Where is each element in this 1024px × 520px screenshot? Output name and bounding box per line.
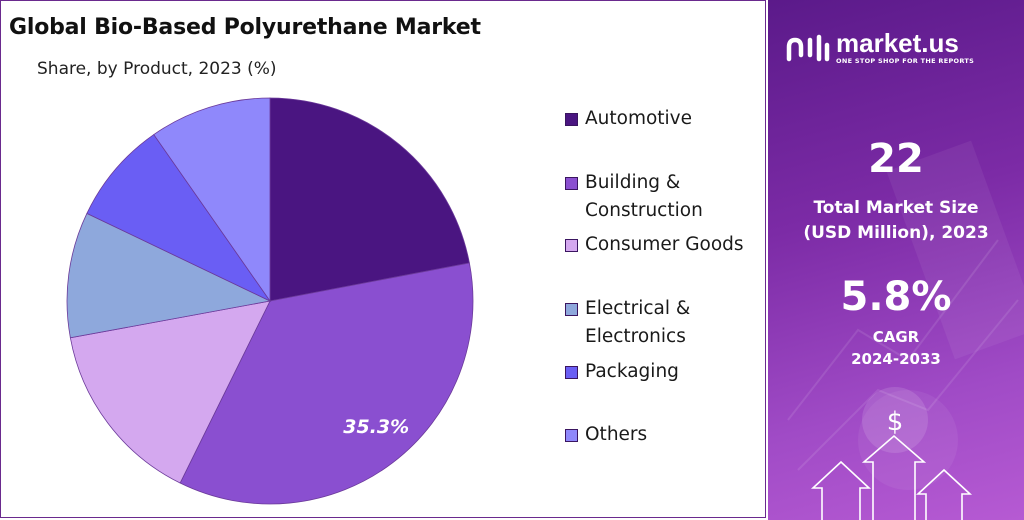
market-size-label-line-1: Total Market Size bbox=[813, 198, 979, 218]
cagr-label-line-2: 2024-2033 bbox=[851, 350, 941, 368]
cagr-label-line-1: CAGR bbox=[872, 328, 920, 346]
legend-label: Automotive bbox=[585, 105, 765, 133]
dollar-coin-icon: $ bbox=[862, 387, 928, 453]
legend-item: Automotive bbox=[565, 105, 765, 133]
market-size-value: 22 bbox=[868, 136, 924, 182]
legend-label-line: Packaging bbox=[585, 361, 679, 382]
legend-swatch bbox=[565, 303, 578, 316]
pie-slice-others bbox=[153, 97, 271, 303]
pie-slice-electrical-electronics bbox=[66, 212, 272, 339]
legend-swatch bbox=[565, 113, 578, 126]
market-size-label: Total Market Size (USD Million), 2023 bbox=[768, 196, 1024, 246]
legend-label-line: Electrical & bbox=[585, 298, 691, 319]
pie-chart: 35.3% bbox=[66, 97, 474, 505]
brand-tagline: ONE STOP SHOP FOR THE REPORTS bbox=[836, 57, 975, 65]
legend-label: Packaging bbox=[585, 358, 765, 386]
background-arrows-graphic bbox=[787, 140, 1024, 520]
brand: market.us ONE STOP SHOP FOR THE REPORTS bbox=[784, 30, 974, 65]
legend-item: Consumer Goods bbox=[565, 231, 765, 259]
legend-item: Others bbox=[565, 421, 765, 449]
chart-title: Global Bio-Based Polyurethane Market bbox=[9, 15, 481, 40]
pie-data-label: 35.3% bbox=[343, 416, 409, 438]
pie-slice-automotive bbox=[269, 97, 470, 302]
legend-label-line: Electronics bbox=[585, 326, 686, 347]
legend-swatch bbox=[565, 177, 578, 190]
legend-label-line: Consumer Goods bbox=[585, 234, 744, 255]
legend-label: Consumer Goods bbox=[585, 231, 765, 259]
legend-swatch bbox=[565, 429, 578, 442]
legend-label: Building & Construction bbox=[585, 169, 765, 225]
dollar-symbol: $ bbox=[887, 407, 904, 437]
pie-slice-consumer-goods bbox=[69, 300, 271, 484]
legend-item: Building & Construction bbox=[565, 169, 765, 225]
legend-item: Packaging bbox=[565, 358, 765, 386]
legend-label-line: Automotive bbox=[585, 108, 693, 129]
chart-panel: Global Bio-Based Polyurethane Market Sha… bbox=[0, 0, 766, 518]
legend-swatch bbox=[565, 239, 578, 252]
legend-swatch bbox=[565, 366, 578, 379]
legend-label-line: Construction bbox=[585, 200, 703, 221]
market-us-logo-icon bbox=[786, 34, 830, 61]
legend-item: Electrical & Electronics bbox=[565, 295, 765, 351]
pie-slice-packaging bbox=[86, 133, 272, 303]
brand-name: market.us bbox=[836, 28, 959, 58]
legend-label: Others bbox=[585, 421, 765, 449]
chart-subtitle: Share, by Product, 2023 (%) bbox=[37, 59, 277, 79]
cagr-label: CAGR 2024-2033 bbox=[768, 326, 1024, 370]
pie-slice-building-construction bbox=[179, 262, 474, 505]
legend-label: Electrical & Electronics bbox=[585, 295, 765, 351]
market-size-label-line-2: (USD Million), 2023 bbox=[803, 223, 989, 243]
legend-label-line: Building & bbox=[585, 172, 681, 193]
legend-label-line: Others bbox=[585, 424, 648, 445]
cagr-value: 5.8% bbox=[840, 274, 952, 320]
info-panel: market.us ONE STOP SHOP FOR THE REPORTS … bbox=[768, 0, 1024, 520]
